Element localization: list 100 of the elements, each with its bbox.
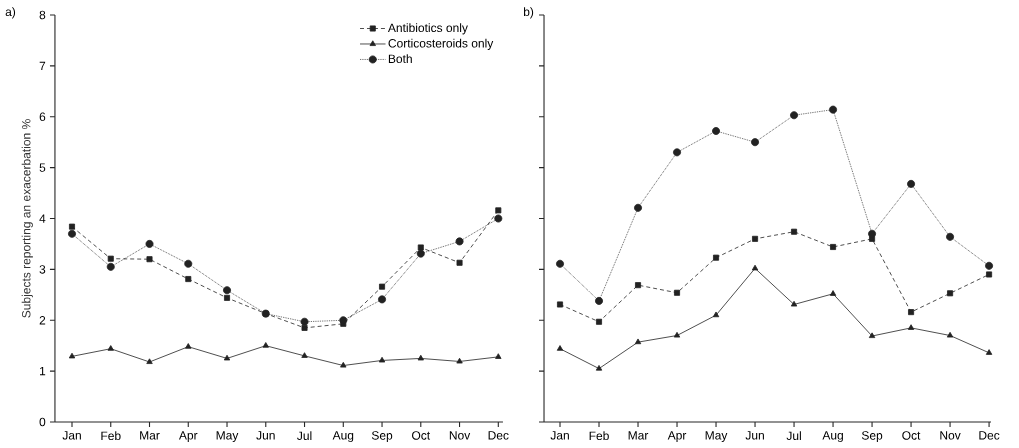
point <box>184 259 193 268</box>
point <box>790 300 798 307</box>
point <box>495 353 502 359</box>
point <box>868 229 877 238</box>
point <box>146 358 153 364</box>
point <box>868 332 876 339</box>
point <box>262 342 269 348</box>
x-tick-label: Jul <box>786 431 801 441</box>
y-tick-label: 8 <box>39 10 46 20</box>
chart-title: b) <box>524 7 534 19</box>
x-tick-label: Mar <box>628 431 649 440</box>
point <box>455 237 464 246</box>
point <box>829 290 837 296</box>
point <box>557 301 563 308</box>
point <box>713 254 720 261</box>
y-tick-label: 7 <box>39 61 46 70</box>
point <box>185 276 192 283</box>
point <box>791 228 798 235</box>
x-tick-label: Feb <box>589 431 609 441</box>
x-tick-label: Nov <box>940 431 961 440</box>
point <box>185 343 192 349</box>
point <box>985 349 993 355</box>
point <box>456 357 463 364</box>
point <box>595 296 603 305</box>
point <box>752 235 759 242</box>
point <box>712 311 720 318</box>
point <box>946 331 954 338</box>
point <box>556 259 564 268</box>
point <box>673 331 681 338</box>
point <box>107 345 114 351</box>
point <box>494 214 503 223</box>
x-tick-label: Dec <box>488 431 509 440</box>
point <box>790 111 799 120</box>
point <box>712 127 721 135</box>
point <box>556 345 564 351</box>
x-tick-label: Dec <box>979 431 1000 440</box>
point <box>68 352 76 359</box>
legend-label: Both <box>388 54 412 64</box>
x-tick-label: Apr <box>667 431 687 442</box>
point <box>907 324 915 330</box>
x-tick-label: Sep <box>861 431 883 443</box>
y-tick-label: 3 <box>39 265 46 274</box>
y-axis-title: Subjects reporting an exacerbation % <box>21 119 33 318</box>
legend-label: Antibiotics only <box>387 23 468 35</box>
point <box>223 286 232 295</box>
x-tick-label: Jul <box>297 431 312 441</box>
y-tick-label: 6 <box>39 112 46 122</box>
point <box>224 294 231 301</box>
point <box>416 249 425 258</box>
point <box>106 262 115 271</box>
chart-title: a) <box>5 7 16 19</box>
y-tick-label: 0 <box>39 417 46 427</box>
x-tick-label: Aug <box>822 431 843 442</box>
point <box>907 179 916 188</box>
point <box>947 290 954 297</box>
point <box>634 203 643 212</box>
point <box>596 318 602 325</box>
point <box>829 105 838 114</box>
point <box>378 356 386 363</box>
point <box>674 289 681 296</box>
x-tick-label: Jun <box>745 431 764 440</box>
point <box>830 244 837 250</box>
x-tick-label: Feb <box>101 431 121 441</box>
point <box>985 261 994 270</box>
point <box>495 207 502 214</box>
point <box>751 138 760 147</box>
point <box>378 295 387 304</box>
x-tick-label: May <box>705 431 728 442</box>
point <box>986 271 993 278</box>
point <box>300 317 309 326</box>
point <box>673 148 682 157</box>
point <box>417 354 424 361</box>
x-tick-label: Apr <box>178 431 198 442</box>
x-tick-label: Mar <box>140 431 160 440</box>
x-tick-label: May <box>216 431 239 442</box>
x-tick-label: Jan <box>62 431 81 440</box>
point <box>635 282 642 289</box>
point <box>68 229 76 238</box>
x-tick-label: Jun <box>256 431 275 440</box>
point <box>908 309 915 316</box>
point <box>634 338 642 345</box>
legend-label: Corticosteroids only <box>388 38 494 50</box>
point <box>107 255 114 262</box>
point <box>751 264 759 271</box>
x-tick-label: Aug <box>332 431 354 442</box>
point <box>145 239 154 248</box>
point <box>456 259 463 266</box>
point <box>69 223 75 230</box>
point <box>223 354 231 361</box>
point <box>417 244 424 251</box>
point <box>301 352 308 358</box>
point <box>379 283 386 290</box>
point <box>301 324 308 331</box>
x-tick-label: Oct <box>902 431 921 440</box>
x-tick-label: Jan <box>550 431 569 440</box>
x-tick-label: Oct <box>412 431 431 440</box>
y-tick-label: 1 <box>40 367 46 376</box>
point <box>946 232 955 241</box>
y-tick-label: 2 <box>39 316 46 325</box>
point <box>340 361 347 368</box>
